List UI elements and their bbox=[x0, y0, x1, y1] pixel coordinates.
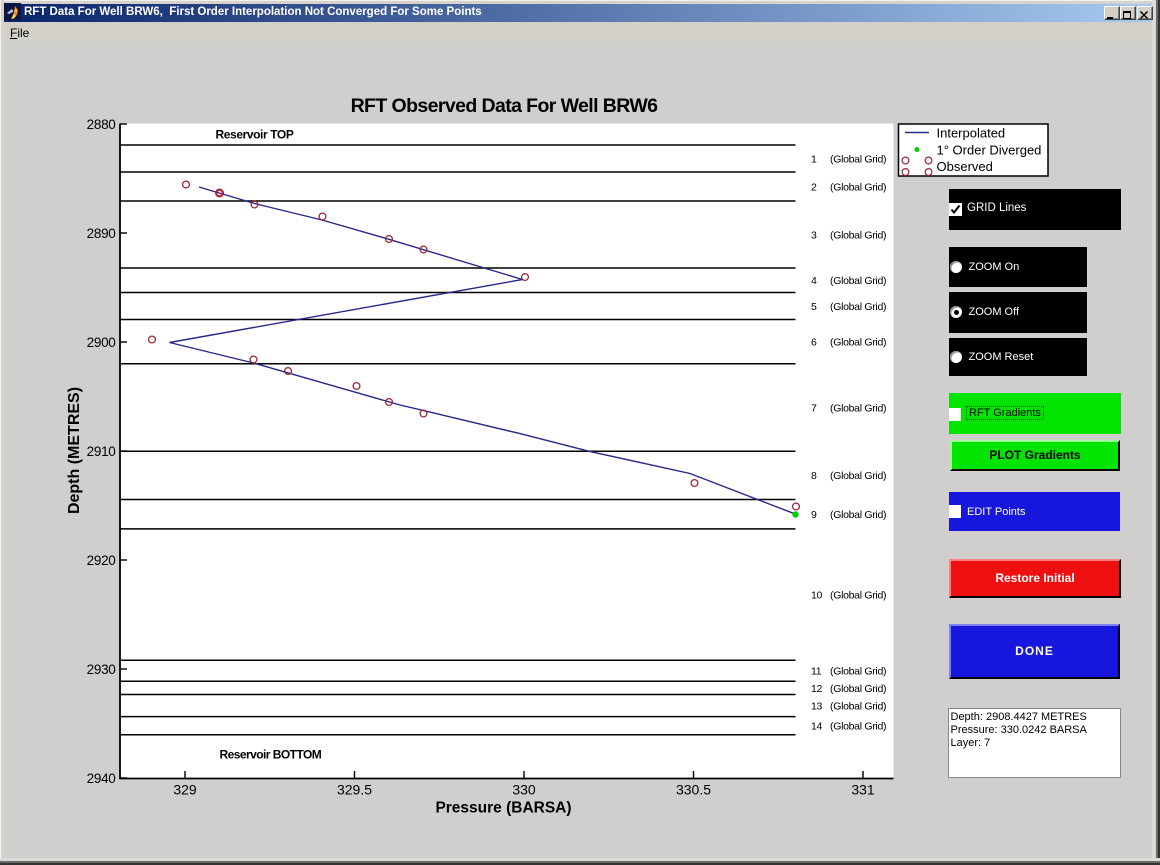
svg-text:12: 12 bbox=[811, 683, 823, 695]
svg-text:(Global Grid): (Global Grid) bbox=[830, 590, 886, 602]
svg-text:RFT Observed Data For Well BRW: RFT Observed Data For Well BRW6 bbox=[351, 95, 659, 117]
svg-text:2940: 2940 bbox=[87, 771, 116, 786]
svg-text:1° Order Diverged: 1° Order Diverged bbox=[937, 143, 1042, 158]
svg-text:330.5: 330.5 bbox=[676, 782, 711, 798]
svg-text:(Global Grid): (Global Grid) bbox=[830, 666, 886, 678]
svg-text:8: 8 bbox=[811, 470, 817, 482]
svg-text:Observed: Observed bbox=[937, 159, 993, 174]
svg-text:14: 14 bbox=[811, 721, 823, 733]
svg-text:329: 329 bbox=[173, 782, 197, 798]
svg-text:11: 11 bbox=[811, 666, 822, 678]
svg-text:(Global Grid): (Global Grid) bbox=[830, 721, 886, 733]
svg-text:2880: 2880 bbox=[87, 117, 116, 132]
svg-text:2890: 2890 bbox=[87, 226, 116, 241]
svg-text:(Global Grid): (Global Grid) bbox=[830, 470, 886, 482]
svg-text:Interpolated: Interpolated bbox=[937, 126, 1006, 141]
svg-text:2930: 2930 bbox=[87, 662, 116, 677]
svg-text:1: 1 bbox=[811, 154, 817, 166]
svg-text:(Global Grid): (Global Grid) bbox=[830, 275, 886, 287]
svg-text:(Global Grid): (Global Grid) bbox=[830, 403, 886, 415]
svg-text:9: 9 bbox=[811, 509, 817, 521]
svg-text:331: 331 bbox=[851, 782, 875, 798]
svg-text:4: 4 bbox=[811, 275, 817, 287]
svg-text:(Global Grid): (Global Grid) bbox=[830, 301, 886, 313]
svg-text:13: 13 bbox=[811, 701, 823, 713]
svg-text:10: 10 bbox=[811, 590, 823, 602]
svg-text:Depth (METRES): Depth (METRES) bbox=[66, 387, 83, 514]
svg-text:(Global Grid): (Global Grid) bbox=[830, 337, 886, 349]
svg-text:(Global Grid): (Global Grid) bbox=[830, 683, 886, 695]
svg-text:Reservoir TOP: Reservoir TOP bbox=[216, 128, 294, 142]
svg-text:2910: 2910 bbox=[87, 444, 116, 459]
svg-text:(Global Grid): (Global Grid) bbox=[830, 182, 886, 194]
svg-text:330: 330 bbox=[512, 782, 536, 798]
svg-text:3: 3 bbox=[811, 230, 817, 242]
svg-text:(Global Grid): (Global Grid) bbox=[830, 701, 886, 713]
svg-text:(Global Grid): (Global Grid) bbox=[830, 154, 886, 166]
svg-text:2: 2 bbox=[811, 182, 817, 194]
svg-text:2900: 2900 bbox=[87, 335, 116, 350]
svg-text:2920: 2920 bbox=[87, 553, 116, 568]
svg-text:(Global Grid): (Global Grid) bbox=[830, 230, 886, 242]
svg-text:(Global Grid): (Global Grid) bbox=[830, 509, 886, 521]
svg-text:329.5: 329.5 bbox=[337, 782, 372, 798]
svg-text:Pressure (BARSA): Pressure (BARSA) bbox=[435, 800, 571, 817]
svg-text:7: 7 bbox=[811, 403, 817, 415]
svg-text:5: 5 bbox=[811, 301, 817, 313]
svg-text:6: 6 bbox=[811, 337, 817, 349]
svg-text:Reservoir BOTTOM: Reservoir BOTTOM bbox=[220, 748, 322, 762]
